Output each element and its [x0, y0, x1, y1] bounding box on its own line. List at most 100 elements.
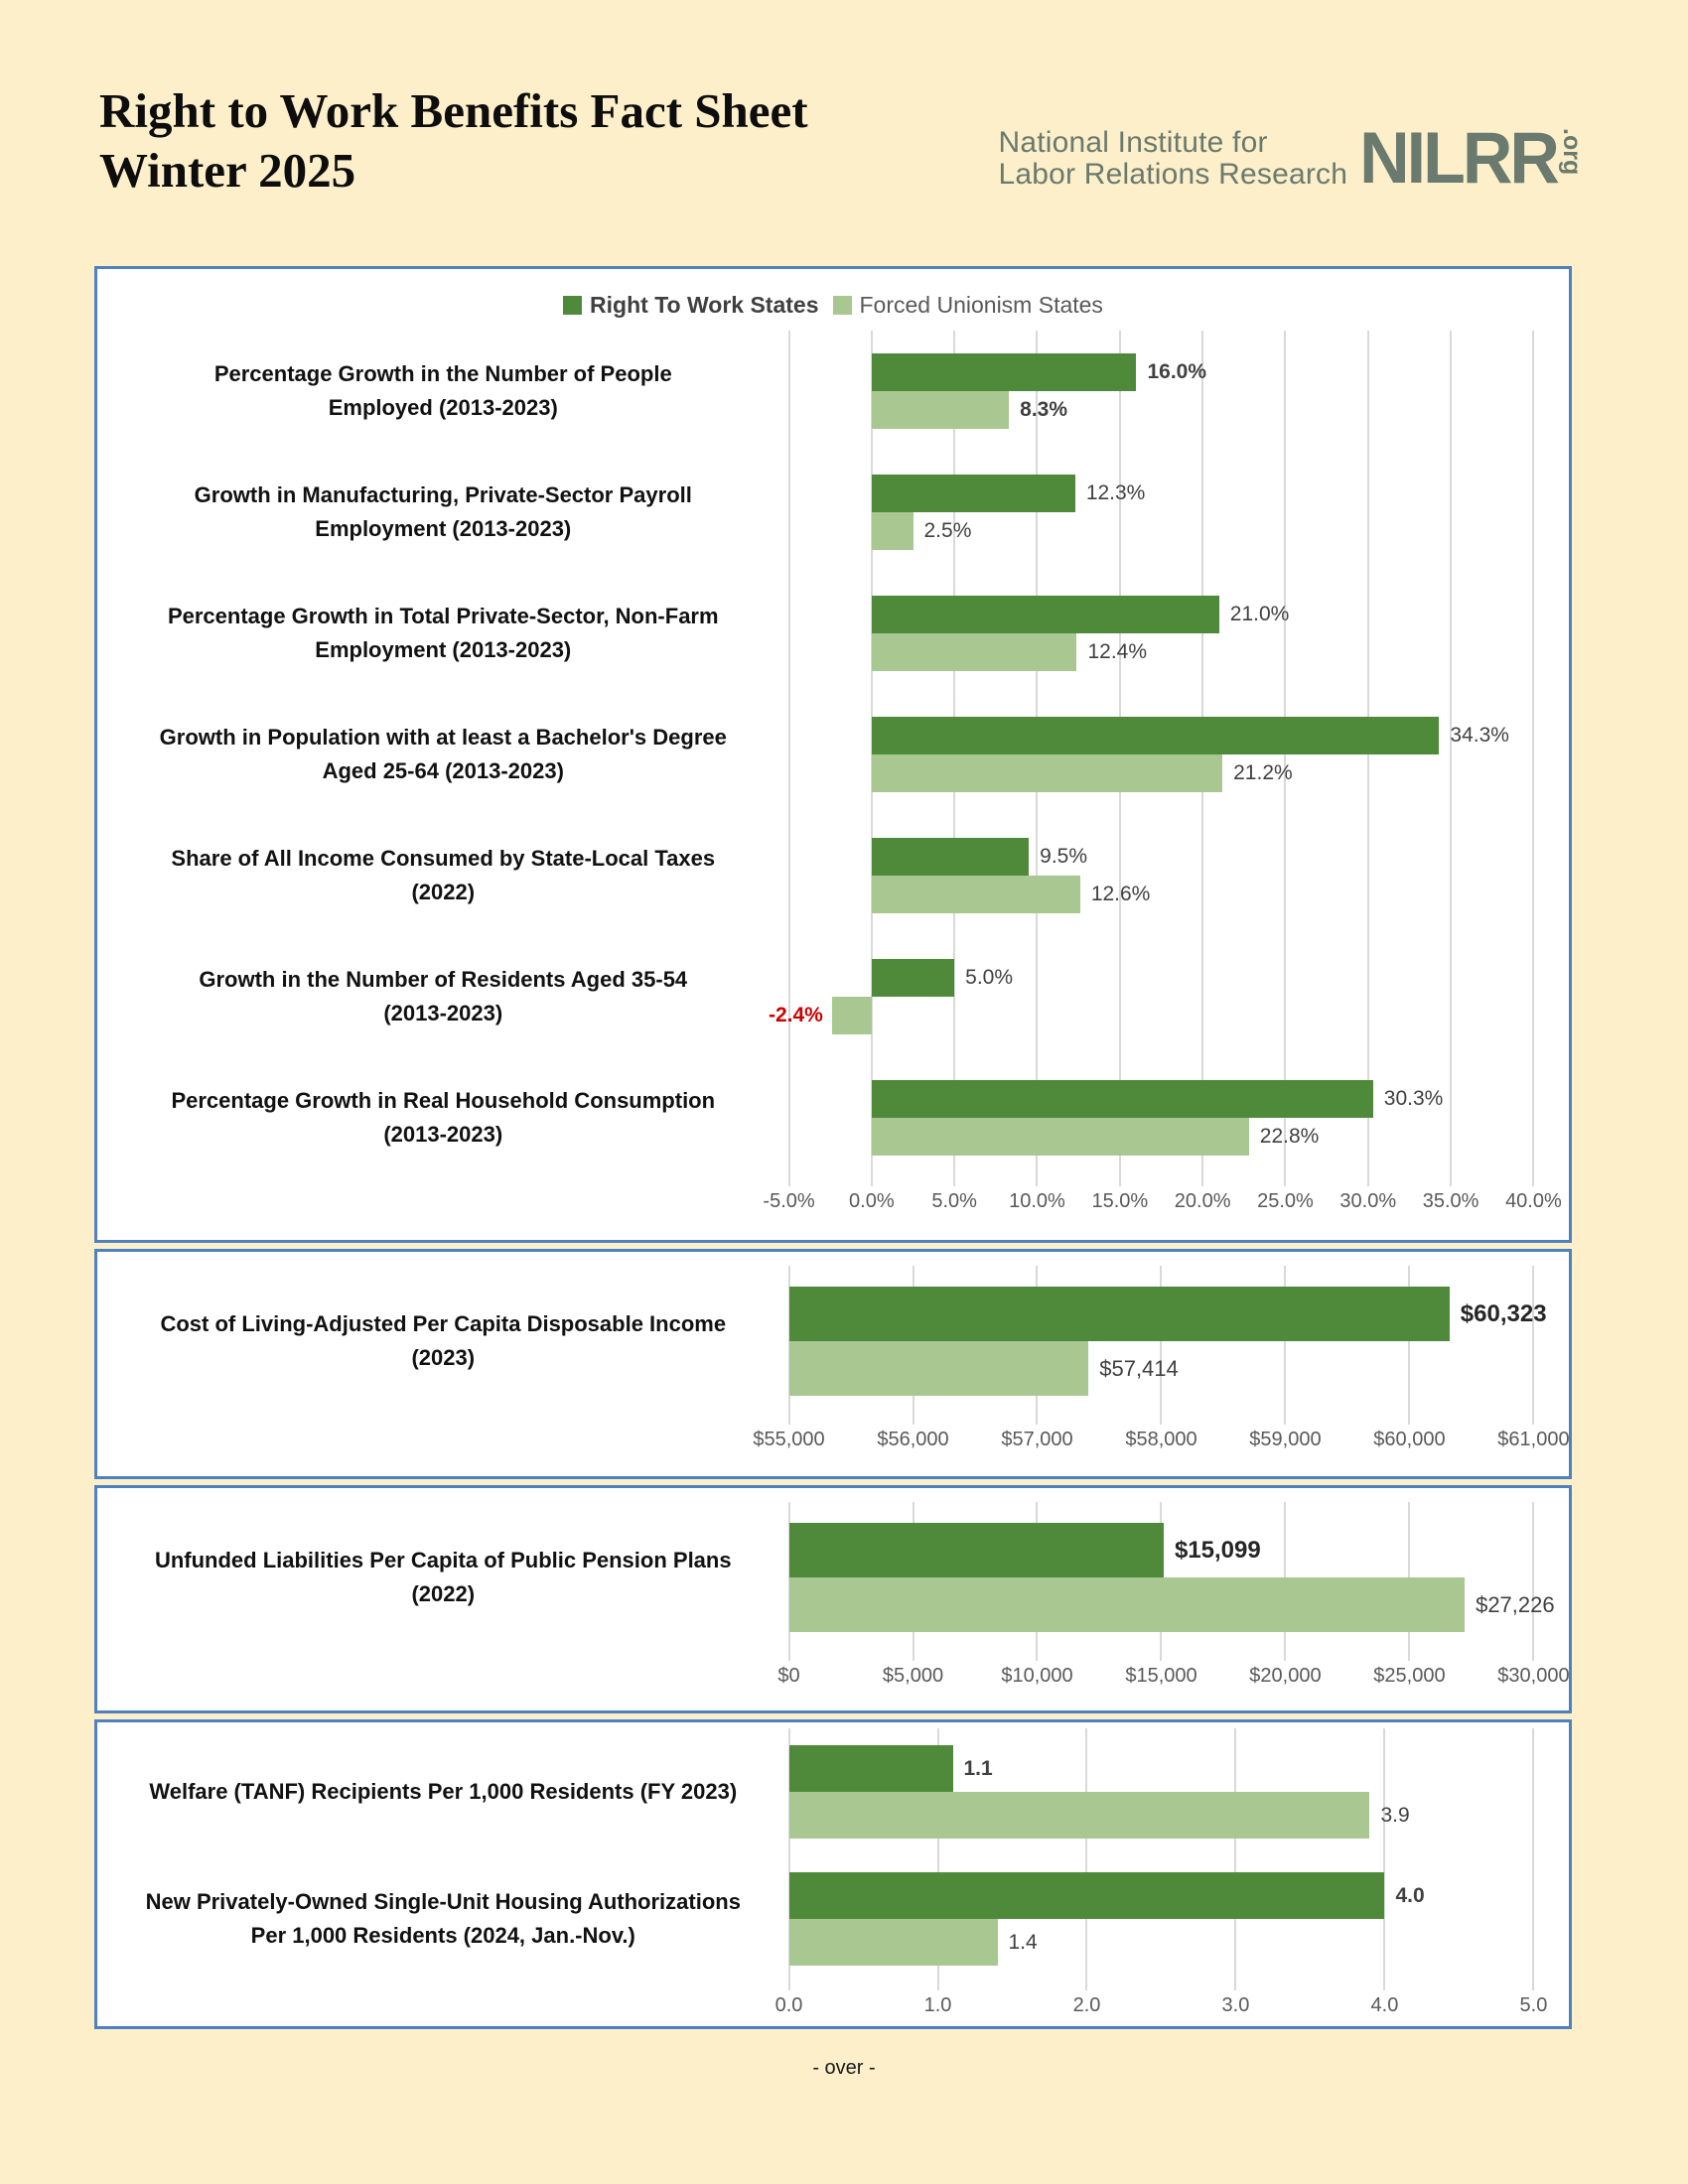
category-label-line: (2023) — [411, 1345, 476, 1370]
category-label: Cost of Living-Adjusted Per Capita Dispo… — [97, 1266, 789, 1417]
category-label: Growth in the Number of Residents Aged 3… — [97, 936, 789, 1057]
legend-label-forced-unionism: Forced Unionism States — [859, 291, 1103, 318]
chart-panel-disposable-income: Cost of Living-Adjusted Per Capita Dispo… — [94, 1249, 1572, 1479]
chart-body: Welfare (TANF) Recipients Per 1,000 Resi… — [97, 1728, 1569, 2028]
fu-bar — [788, 1792, 1370, 1839]
bar-line-rtw: 16.0% — [789, 353, 1534, 391]
bar-value-fu: 1.4 — [1008, 1930, 1038, 1954]
chart-row: Percentage Growth in Real Household Cons… — [97, 1057, 1569, 1178]
category-label: Percentage Growth in Total Private-Secto… — [97, 573, 789, 694]
chart-panel-welfare-housing: Welfare (TANF) Recipients Per 1,000 Resi… — [94, 1719, 1572, 2029]
bar-line-fu: $57,414 — [788, 1341, 1534, 1396]
category-label-line: Per 1,000 Residents (2024, Jan.-Nov.) — [250, 1923, 635, 1948]
bar-value-fu: -2.4% — [768, 1004, 823, 1026]
chart-body: Percentage Growth in the Number of Peopl… — [97, 331, 1569, 1222]
bar-line-rtw: 1.1 — [788, 1745, 1534, 1792]
nilrr-logo: National Institute for Labor Relations R… — [998, 122, 1586, 195]
bar-line-rtw: 12.3% — [789, 475, 1534, 512]
bar-value-rtw: 5.0% — [965, 966, 1014, 989]
axis-tick: $61,000 — [1497, 1429, 1570, 1450]
gridline — [1532, 1728, 1535, 1990]
category-label-line: Percentage Growth in Real Household Cons… — [171, 1088, 716, 1113]
category-label-line: (2022) — [411, 880, 476, 904]
category-label-line: Percentage Growth in Total Private-Secto… — [167, 604, 719, 628]
chart-body: Cost of Living-Adjusted Per Capita Dispo… — [97, 1266, 1570, 1460]
category-label-line: Welfare (TANF) Recipients Per 1,000 Resi… — [149, 1779, 738, 1804]
axis-tick: $56,000 — [877, 1429, 949, 1450]
chart-panel-pension-liabilities: Unfunded Liabilities Per Capita of Publi… — [94, 1485, 1572, 1713]
bar-line-fu: 2.5% — [789, 512, 1534, 550]
gridline — [1532, 1266, 1535, 1425]
rtw-bar — [871, 475, 1075, 512]
bar-value-rtw: 30.3% — [1383, 1087, 1444, 1110]
row-plot: 12.3% 2.5% — [789, 452, 1534, 573]
row-plot: 1.1 3.9 — [788, 1728, 1534, 1855]
bar-line-fu: 12.6% — [789, 876, 1534, 913]
chart-rows: Percentage Growth in the Number of Peopl… — [97, 331, 1569, 1186]
bar-line-fu: 12.4% — [789, 633, 1534, 671]
fu-bar — [871, 876, 1080, 913]
axis-tick: 35.0% — [1422, 1190, 1479, 1212]
page-title-line2: Winter 2025 — [99, 142, 356, 198]
axis-tick: $25,000 — [1373, 1665, 1446, 1687]
chart-axis-row: $55,000 $56,000 $57,000 $58,000 $59,000 $60,0… — [97, 1417, 1569, 1460]
axis-tick: 3.0 — [1221, 1994, 1250, 2016]
bar-line-fu: 21.2% — [789, 754, 1534, 792]
category-label-line: Growth in the Number of Residents Aged 3… — [199, 967, 688, 992]
logo-domain-suffix: .org — [1558, 127, 1586, 176]
fu-bar — [788, 1577, 1466, 1632]
chart-row: Cost of Living-Adjusted Per Capita Dispo… — [97, 1266, 1569, 1417]
row-plot: 4.0 1.4 — [788, 1855, 1534, 1982]
axis-tick: $58,000 — [1125, 1429, 1197, 1450]
bar-line-rtw: 30.3% — [789, 1080, 1534, 1118]
axis-tick: 30.0% — [1339, 1190, 1397, 1212]
category-label: Growth in Manufacturing, Private-Sector … — [97, 452, 789, 573]
category-label-line: Growth in Manufacturing, Private-Sector … — [194, 482, 692, 507]
row-plot: 34.3% 21.2% — [789, 694, 1534, 815]
bar-value-rtw: $15,099 — [1174, 1536, 1261, 1564]
legend-item-right-to-work: Right To Work States — [563, 291, 819, 319]
fu-bar — [871, 1118, 1249, 1156]
category-label-line: (2013-2023) — [383, 1001, 503, 1025]
fu-bar — [871, 512, 914, 550]
bar-value-fu: 12.4% — [1087, 640, 1148, 663]
x-axis: $55,000 $56,000 $57,000 $58,000 $59,000 $60,0… — [753, 1417, 1569, 1460]
bar-value-rtw: 21.0% — [1229, 603, 1290, 625]
rtw-bar — [788, 1872, 1385, 1919]
axis-tick: $10,000 — [1001, 1665, 1073, 1687]
chart-row: New Privately-Owned Single-Unit Housing … — [97, 1855, 1569, 1982]
rtw-bar — [788, 1523, 1164, 1577]
category-label: New Privately-Owned Single-Unit Housing … — [97, 1855, 789, 1982]
axis-tick: 5.0 — [1519, 1994, 1548, 2016]
row-plot: 5.0% -2.4% — [769, 936, 1534, 1057]
category-label-line: Unfunded Liabilities Per Capita of Publi… — [154, 1548, 732, 1572]
axis-tick: $57,000 — [1001, 1429, 1073, 1450]
axis-tick: $55,000 — [753, 1429, 825, 1450]
x-axis: -5.0% 0.0% 5.0% 10.0% 15.0% 20.0% 25.0% 30.0% 35… — [763, 1178, 1561, 1222]
bar-line-rtw: 21.0% — [789, 596, 1534, 633]
rtw-bar — [871, 838, 1030, 876]
chart-rows: Unfunded Liabilities Per Capita of Publi… — [97, 1502, 1569, 1661]
fu-bar — [788, 1341, 1089, 1396]
rtw-bar — [871, 959, 955, 997]
axis-tick: 40.0% — [1505, 1190, 1562, 1212]
bar-value-rtw: 9.5% — [1040, 845, 1088, 868]
gridline — [1450, 331, 1453, 1186]
axis-tick: $59,000 — [1249, 1429, 1322, 1450]
axis-tick: 4.0 — [1370, 1994, 1399, 2016]
chart-row: Growth in Manufacturing, Private-Sector … — [97, 452, 1569, 573]
bar-line-rtw: 34.3% — [789, 717, 1534, 754]
chart-row: Percentage Growth in Total Private-Secto… — [97, 573, 1569, 694]
axis-tick: $60,000 — [1373, 1429, 1446, 1450]
logo-org-name-line1: National Institute for — [998, 126, 1268, 159]
page-footer: - over - — [812, 2057, 876, 2079]
gridline — [1366, 331, 1369, 1186]
fu-bar — [871, 754, 1223, 792]
chart-axis-row: $0 $5,000 $10,000 $15,000 $20,000 $25,000 $30,… — [97, 1653, 1569, 1697]
category-label-line: Aged 25-64 (2013-2023) — [322, 758, 564, 783]
chart-rows: Welfare (TANF) Recipients Per 1,000 Resi… — [97, 1728, 1569, 1990]
chart-row: Percentage Growth in the Number of Peopl… — [97, 331, 1569, 452]
bar-value-fu: 2.5% — [923, 519, 972, 542]
row-plot: 16.0% 8.3% — [789, 331, 1534, 452]
legend-label-right-to-work: Right To Work States — [590, 291, 819, 318]
